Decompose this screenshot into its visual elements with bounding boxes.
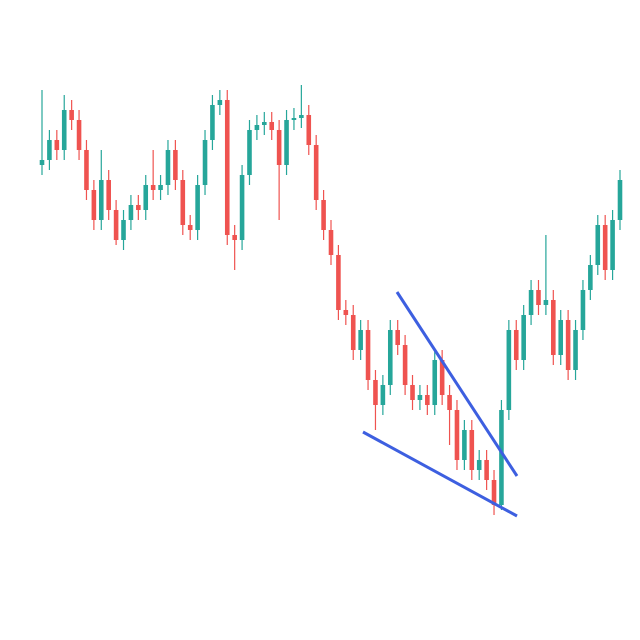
candle-body bbox=[180, 180, 186, 225]
candles bbox=[39, 85, 623, 515]
candle-body bbox=[165, 150, 171, 185]
candle-body bbox=[276, 130, 282, 165]
candle-body bbox=[395, 330, 400, 345]
candle-body bbox=[61, 110, 67, 150]
candle-body bbox=[580, 290, 586, 330]
candle-body bbox=[202, 140, 208, 185]
candle-body bbox=[150, 185, 156, 190]
candle-body bbox=[158, 185, 163, 190]
candle-body bbox=[321, 200, 326, 230]
candle-body bbox=[224, 100, 230, 235]
candle-body bbox=[121, 220, 126, 240]
candle-body bbox=[291, 118, 297, 120]
candle-body bbox=[328, 230, 334, 255]
candle-body bbox=[128, 205, 134, 220]
candle-body bbox=[573, 330, 578, 370]
candle-body bbox=[373, 380, 378, 405]
candle-body bbox=[195, 185, 200, 230]
candle-body bbox=[91, 190, 97, 220]
candle-body bbox=[491, 480, 497, 505]
candle-body bbox=[462, 430, 467, 460]
candle-body bbox=[387, 330, 393, 385]
candle-body bbox=[106, 180, 111, 210]
candle-body bbox=[239, 175, 245, 240]
candle-body bbox=[484, 460, 489, 480]
candle-body bbox=[513, 330, 519, 360]
candle-body bbox=[417, 395, 423, 400]
candle-body bbox=[47, 140, 52, 160]
candle-body bbox=[269, 122, 275, 130]
candle-body bbox=[247, 130, 252, 175]
candle-body bbox=[588, 265, 593, 290]
candle-body bbox=[380, 385, 386, 405]
candle-body bbox=[617, 180, 623, 220]
candle-body bbox=[254, 125, 260, 130]
candle-body bbox=[232, 235, 237, 240]
candle-body bbox=[499, 410, 504, 505]
candle-body bbox=[313, 145, 319, 200]
candle-body bbox=[143, 185, 149, 210]
candle-body bbox=[506, 330, 512, 410]
candle-body bbox=[528, 290, 534, 315]
candle-body bbox=[432, 360, 438, 405]
candle-body bbox=[136, 205, 141, 210]
candle-body bbox=[476, 460, 482, 470]
candle-body bbox=[595, 225, 601, 265]
candle-body bbox=[299, 115, 304, 118]
candle-body bbox=[454, 410, 460, 460]
candle-body bbox=[602, 225, 608, 270]
candle-body bbox=[565, 320, 571, 370]
candle-body bbox=[39, 160, 45, 165]
candle-body bbox=[113, 210, 119, 240]
candle-body bbox=[173, 150, 178, 180]
candle-body bbox=[217, 100, 223, 105]
candle-body bbox=[558, 320, 564, 355]
candle-body bbox=[521, 315, 526, 360]
candle-body bbox=[439, 360, 445, 395]
candle-body bbox=[210, 105, 215, 140]
candle-body bbox=[358, 330, 363, 350]
candle-body bbox=[343, 310, 349, 315]
candle-body bbox=[365, 330, 371, 380]
candle-body bbox=[284, 120, 289, 165]
candle-body bbox=[536, 290, 541, 305]
candle-body bbox=[610, 220, 615, 270]
candle-body bbox=[425, 395, 430, 405]
candle-body bbox=[69, 110, 74, 120]
candle-body bbox=[336, 255, 341, 310]
candle-body bbox=[306, 115, 312, 145]
candle-body bbox=[84, 150, 89, 190]
candle-body bbox=[469, 430, 475, 470]
candle-body bbox=[98, 180, 104, 220]
trend-line-lower bbox=[362, 430, 518, 518]
candle-body bbox=[350, 315, 356, 350]
candle-body bbox=[187, 225, 193, 230]
candle-body bbox=[551, 300, 556, 355]
candle-body bbox=[76, 120, 82, 150]
candle-body bbox=[410, 385, 415, 400]
candle-body bbox=[543, 300, 549, 305]
candle-body bbox=[402, 345, 408, 385]
candle-body bbox=[447, 395, 452, 410]
trend-line-upper bbox=[395, 291, 519, 477]
candle-body bbox=[54, 140, 60, 150]
candle-body bbox=[262, 122, 267, 125]
